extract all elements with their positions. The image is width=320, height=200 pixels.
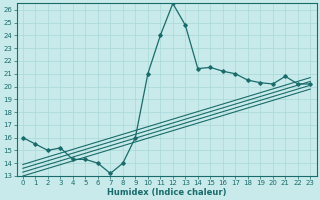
X-axis label: Humidex (Indice chaleur): Humidex (Indice chaleur): [107, 188, 226, 197]
